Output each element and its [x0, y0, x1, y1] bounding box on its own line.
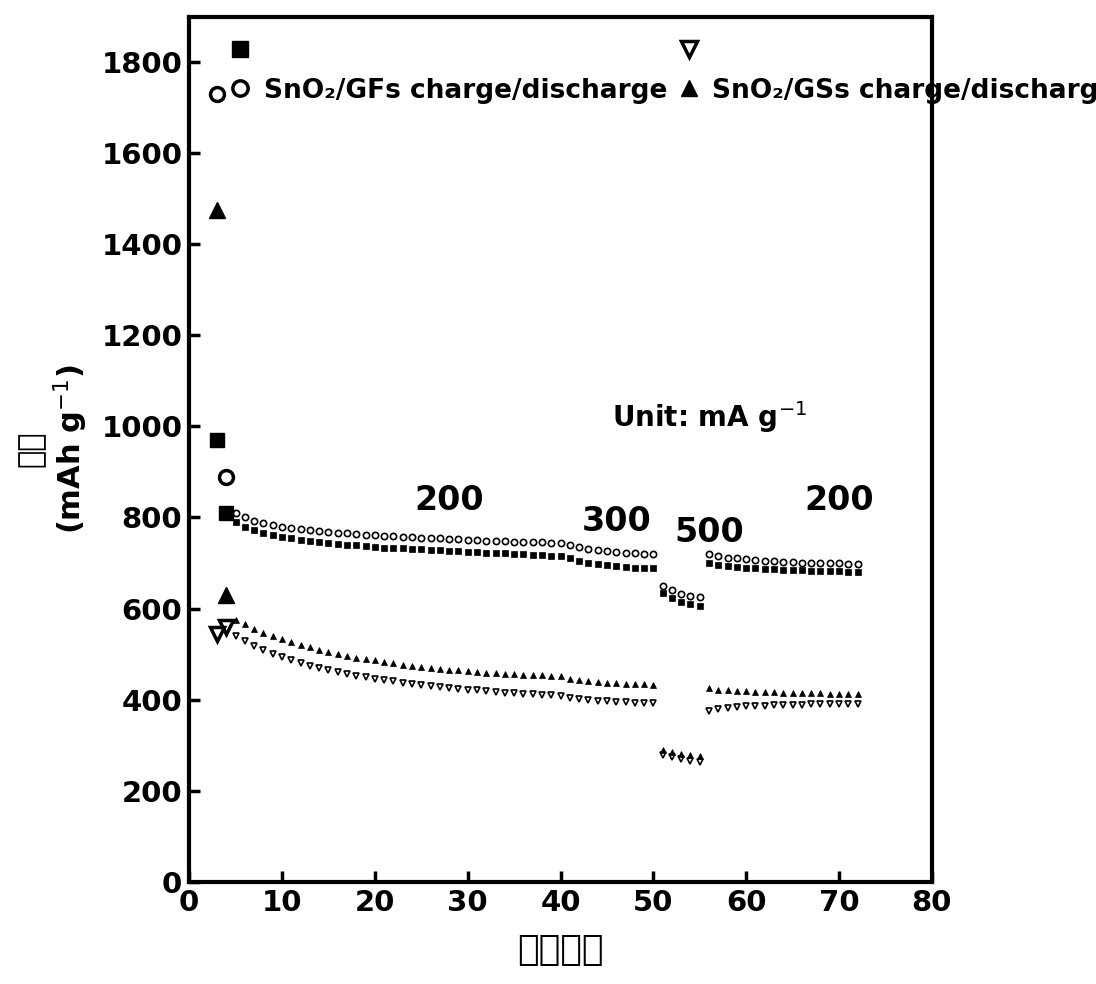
Text: 200: 200 [414, 484, 484, 518]
Y-axis label: 容量
(mAh g$^{-1}$): 容量 (mAh g$^{-1}$) [16, 364, 90, 534]
Text: Unit: mA g$^{-1}$: Unit: mA g$^{-1}$ [612, 400, 807, 435]
Text: 200: 200 [804, 484, 874, 518]
X-axis label: 循环次数: 循环次数 [517, 934, 604, 967]
Legend: , SnO₂/GFs charge/discharge, , SnO₂/GSs charge/discharge: , SnO₂/GFs charge/discharge, , SnO₂/GSs … [227, 38, 1096, 103]
Text: 500: 500 [674, 517, 744, 549]
Text: 300: 300 [581, 505, 651, 538]
